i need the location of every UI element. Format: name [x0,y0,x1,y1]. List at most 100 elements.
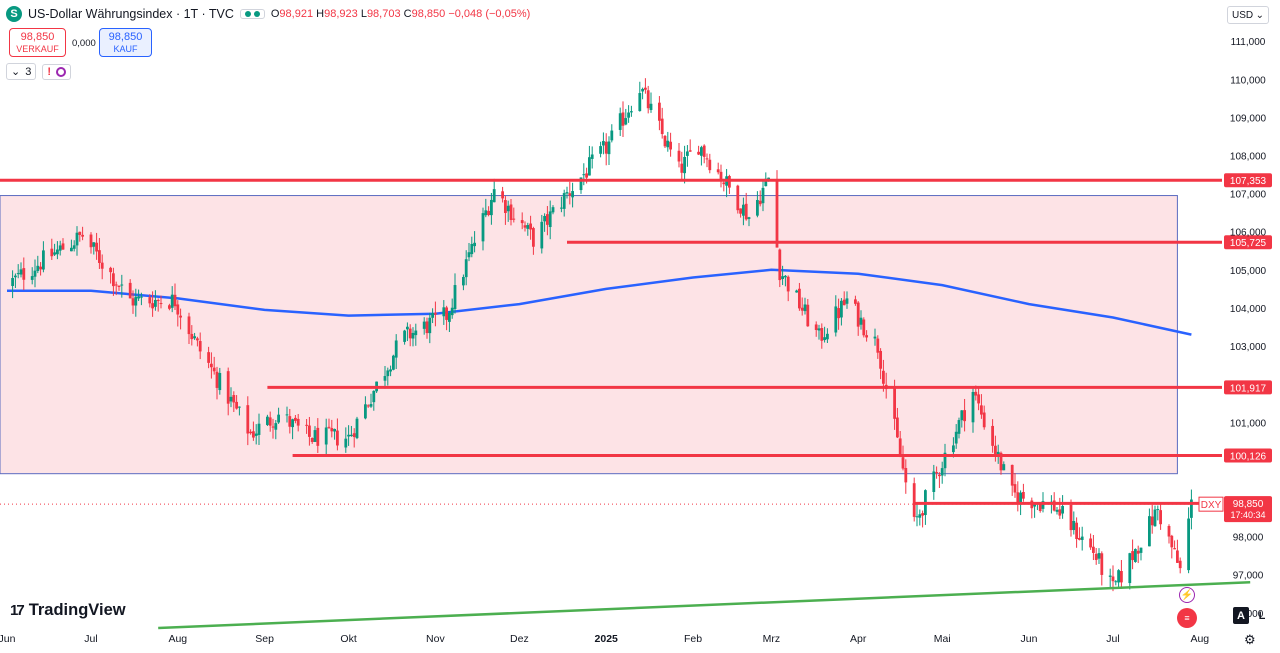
candle-body [70,247,73,252]
candle-body [310,437,314,442]
gear-icon[interactable]: ⚙ [1244,632,1256,647]
candle-body [854,299,857,304]
candle-body [1187,518,1190,571]
candle-body [873,336,877,339]
candle-body [585,173,588,178]
candle-body [856,302,860,327]
candle-body [840,300,843,318]
candle-body [996,451,1000,455]
x-tick-label: Nov [426,633,445,645]
candle-body [450,307,454,316]
candle-body [473,242,476,247]
candle-body [100,262,104,269]
candle-body [257,423,261,435]
level-price-label: 105,725 [1224,235,1272,250]
candlestick-series [11,78,1193,592]
y-tick-label: 107,000 [1230,190,1267,201]
candle-body [893,386,896,419]
candle-body [33,270,37,277]
candle-body [1016,492,1020,505]
low-value: 98,703 [366,8,401,20]
candle-body [296,418,300,426]
candle-body [81,234,84,237]
candle-body [154,299,157,307]
candle-body [935,472,938,474]
auto-scale-button[interactable]: A [1233,607,1249,624]
price-axis[interactable]: 107,353105,725101,917100,12698,872DXY98,… [1198,37,1272,620]
candle-body [22,268,26,280]
candle-body [274,423,278,430]
log-scale-button[interactable]: L [1258,609,1266,622]
candle-body [490,199,493,216]
candle-body [190,333,194,340]
candle-body [271,426,275,428]
candle-body [464,259,468,278]
candle-body [1013,484,1017,493]
currency-selector[interactable]: USD ⌄ [1227,6,1269,24]
symbol-title[interactable]: US-Dollar Währungsindex · 1T · TVC [28,7,234,21]
candle-body [285,414,289,416]
change-value: −0,048 (−0,05%) [448,8,531,20]
x-tick-label: Jun [0,633,16,645]
sell-button[interactable]: 98,850 VERKAUF [9,28,66,57]
candle-body [78,231,82,235]
candle-body [226,371,230,404]
candle-body [330,428,334,432]
symbol-tag-bg [1198,496,1224,512]
candle-body [921,513,924,516]
candle-body [602,141,605,146]
candle-body [492,189,496,203]
candle-body [618,113,622,130]
candle-body [1111,576,1115,582]
chevron-down-icon: ⌄ [11,66,21,78]
time-axis[interactable]: Jun Jul Aug Sep Okt Nov Dez 2025 Feb Mrz Apr Mai Jun… [0,633,1209,645]
candle-body [36,265,40,271]
status-indicator[interactable] [239,9,265,19]
candle-body [781,276,784,279]
candle-body [658,102,661,121]
x-tick-label: Sep [255,633,274,645]
candle-body [806,304,810,327]
candle-body [1041,501,1045,509]
candle-body [817,328,821,331]
candle-body [50,248,54,257]
lightning-icon[interactable]: ⚡ [1179,587,1195,603]
candle-body [736,185,740,211]
candle-body [943,452,947,469]
candle-body [1150,516,1154,526]
x-tick-label: Jun [1021,633,1038,645]
alerts-pill[interactable]: ! [42,63,72,80]
candle-body [408,328,412,339]
candle-body [548,211,552,228]
y-tick-label: 106,000 [1230,228,1267,239]
zone-rect [0,195,1178,475]
candle-body [277,414,280,423]
candle-body [1176,550,1179,563]
indicator-row: ⌄ 3 ! [6,63,72,80]
x-tick-label: Apr [850,633,867,645]
candle-body [663,135,667,147]
candle-body [1114,581,1118,583]
candle-body [859,317,863,325]
candle-body [722,182,726,185]
candle-body [1167,526,1171,537]
candle-body [1072,520,1076,531]
ma-path [7,268,1192,336]
buy-button[interactable]: 98,850 KAUF [99,28,152,57]
candle-body [529,223,532,230]
candle-body [1156,509,1160,511]
candle-body [697,151,700,155]
candle-body [786,276,790,292]
us-flag-icon[interactable]: ≡ [1177,608,1197,628]
candle-body [1139,547,1143,553]
candle-body [109,267,112,273]
candle-body [837,308,840,319]
candle-body [1159,510,1162,525]
x-tick-label: Aug [168,633,187,645]
candle-body [666,140,670,148]
indicators-toggle[interactable]: ⌄ 3 [6,63,37,80]
candle-body [308,425,311,437]
candle-body [89,234,93,248]
candle-body [1131,551,1134,561]
